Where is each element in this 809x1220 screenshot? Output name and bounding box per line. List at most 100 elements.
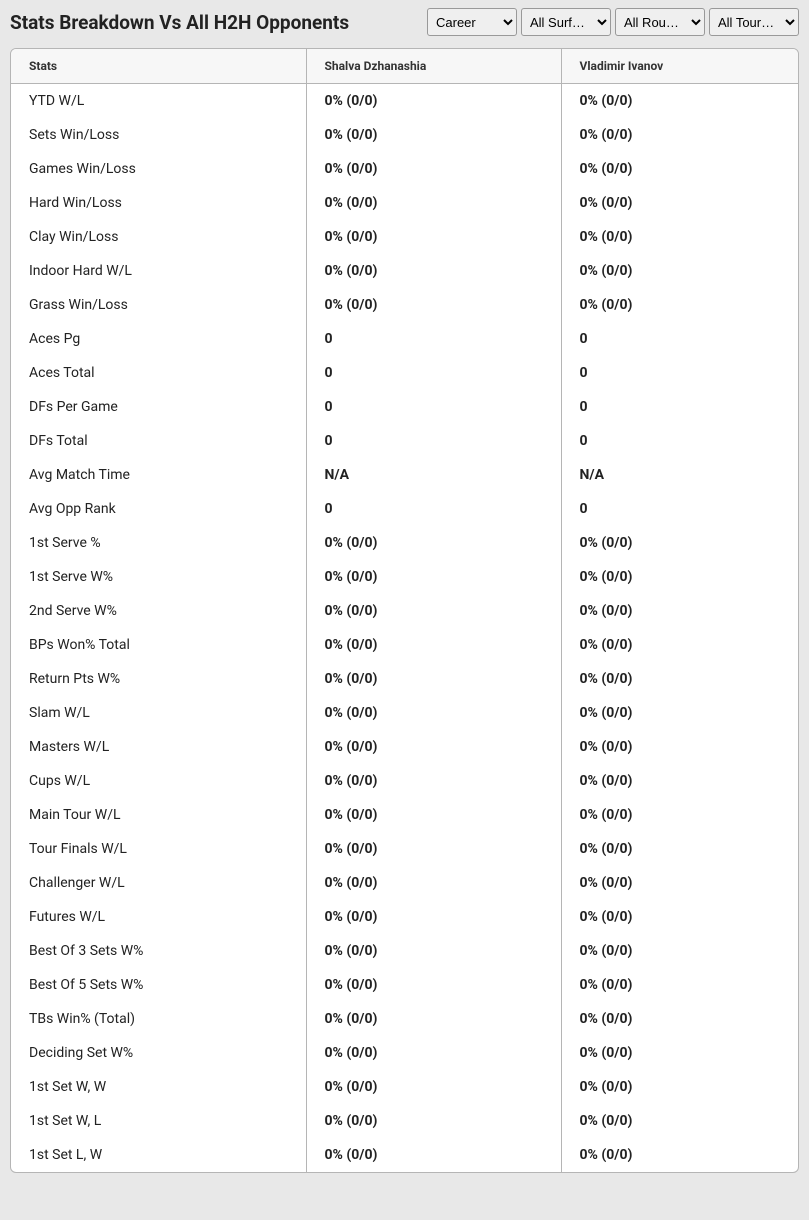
stat-label: Cups W/L xyxy=(11,764,306,798)
player2-value: 0% (0/0) xyxy=(561,798,798,832)
player1-value: 0% (0/0) xyxy=(306,934,561,968)
player2-value: 0% (0/0) xyxy=(561,730,798,764)
table-row: 1st Serve %0% (0/0)0% (0/0) xyxy=(11,526,798,560)
stat-label: Tour Finals W/L xyxy=(11,832,306,866)
stat-label: 1st Set W, W xyxy=(11,1070,306,1104)
stats-table-wrapper: Stats Shalva Dzhanashia Vladimir Ivanov … xyxy=(10,48,799,1173)
player2-value: 0% (0/0) xyxy=(561,832,798,866)
player1-value: 0% (0/0) xyxy=(306,1002,561,1036)
stat-label: Main Tour W/L xyxy=(11,798,306,832)
career-select[interactable]: Career xyxy=(427,8,517,36)
player2-value: 0% (0/0) xyxy=(561,186,798,220)
table-row: 1st Set L, W0% (0/0)0% (0/0) xyxy=(11,1138,798,1172)
stat-label: 1st Set W, L xyxy=(11,1104,306,1138)
col-header-stats: Stats xyxy=(11,49,306,84)
stat-label: 1st Serve W% xyxy=(11,560,306,594)
table-row: Best Of 3 Sets W%0% (0/0)0% (0/0) xyxy=(11,934,798,968)
table-row: Deciding Set W%0% (0/0)0% (0/0) xyxy=(11,1036,798,1070)
tour-select[interactable]: All Tour… xyxy=(709,8,799,36)
player1-value: 0 xyxy=(306,322,561,356)
player2-value: 0 xyxy=(561,492,798,526)
player2-value: 0% (0/0) xyxy=(561,220,798,254)
player1-value: 0% (0/0) xyxy=(306,186,561,220)
player1-value: 0% (0/0) xyxy=(306,254,561,288)
player1-value: 0% (0/0) xyxy=(306,968,561,1002)
stat-label: Masters W/L xyxy=(11,730,306,764)
stat-label: Best Of 3 Sets W% xyxy=(11,934,306,968)
player2-value: 0% (0/0) xyxy=(561,764,798,798)
table-row: Hard Win/Loss0% (0/0)0% (0/0) xyxy=(11,186,798,220)
player2-value: 0% (0/0) xyxy=(561,560,798,594)
player1-value: 0% (0/0) xyxy=(306,628,561,662)
table-row: Grass Win/Loss0% (0/0)0% (0/0) xyxy=(11,288,798,322)
stat-label: Clay Win/Loss xyxy=(11,220,306,254)
player2-value: 0% (0/0) xyxy=(561,1104,798,1138)
player1-value: 0 xyxy=(306,390,561,424)
header-bar: Stats Breakdown Vs All H2H Opponents Car… xyxy=(0,0,809,44)
table-row: DFs Total00 xyxy=(11,424,798,458)
table-row: Slam W/L0% (0/0)0% (0/0) xyxy=(11,696,798,730)
player2-value: 0% (0/0) xyxy=(561,1070,798,1104)
stat-label: Challenger W/L xyxy=(11,866,306,900)
stat-label: Best Of 5 Sets W% xyxy=(11,968,306,1002)
stat-label: Grass Win/Loss xyxy=(11,288,306,322)
stat-label: BPs Won% Total xyxy=(11,628,306,662)
stat-label: Avg Match Time xyxy=(11,458,306,492)
player1-value: 0% (0/0) xyxy=(306,594,561,628)
player1-value: N/A xyxy=(306,458,561,492)
table-row: 2nd Serve W%0% (0/0)0% (0/0) xyxy=(11,594,798,628)
table-row: DFs Per Game00 xyxy=(11,390,798,424)
player2-value: 0% (0/0) xyxy=(561,1002,798,1036)
stat-label: TBs Win% (Total) xyxy=(11,1002,306,1036)
table-row: Return Pts W%0% (0/0)0% (0/0) xyxy=(11,662,798,696)
stat-label: 1st Serve % xyxy=(11,526,306,560)
round-select[interactable]: All Rou… xyxy=(615,8,705,36)
player1-value: 0% (0/0) xyxy=(306,730,561,764)
stat-label: Slam W/L xyxy=(11,696,306,730)
player1-value: 0 xyxy=(306,356,561,390)
col-header-player2: Vladimir Ivanov xyxy=(561,49,798,84)
table-row: 1st Set W, W0% (0/0)0% (0/0) xyxy=(11,1070,798,1104)
player2-value: 0% (0/0) xyxy=(561,866,798,900)
table-row: Challenger W/L0% (0/0)0% (0/0) xyxy=(11,866,798,900)
table-row: 1st Set W, L0% (0/0)0% (0/0) xyxy=(11,1104,798,1138)
player2-value: 0% (0/0) xyxy=(561,118,798,152)
stat-label: YTD W/L xyxy=(11,84,306,119)
table-row: Games Win/Loss0% (0/0)0% (0/0) xyxy=(11,152,798,186)
player2-value: 0% (0/0) xyxy=(561,1138,798,1172)
table-row: TBs Win% (Total)0% (0/0)0% (0/0) xyxy=(11,1002,798,1036)
player1-value: 0% (0/0) xyxy=(306,832,561,866)
player1-value: 0 xyxy=(306,492,561,526)
stat-label: 2nd Serve W% xyxy=(11,594,306,628)
player1-value: 0% (0/0) xyxy=(306,152,561,186)
player1-value: 0% (0/0) xyxy=(306,1070,561,1104)
player2-value: 0% (0/0) xyxy=(561,526,798,560)
player2-value: 0 xyxy=(561,424,798,458)
table-row: Aces Total00 xyxy=(11,356,798,390)
player1-value: 0% (0/0) xyxy=(306,1138,561,1172)
stat-label: Aces Pg xyxy=(11,322,306,356)
table-body: YTD W/L0% (0/0)0% (0/0)Sets Win/Loss0% (… xyxy=(11,84,798,1173)
surface-select[interactable]: All Surf… xyxy=(521,8,611,36)
page-title: Stats Breakdown Vs All H2H Opponents xyxy=(10,11,349,34)
stat-label: Games Win/Loss xyxy=(11,152,306,186)
table-row: Cups W/L0% (0/0)0% (0/0) xyxy=(11,764,798,798)
player1-value: 0% (0/0) xyxy=(306,1104,561,1138)
table-row: Sets Win/Loss0% (0/0)0% (0/0) xyxy=(11,118,798,152)
player2-value: 0% (0/0) xyxy=(561,1036,798,1070)
stat-label: Hard Win/Loss xyxy=(11,186,306,220)
stat-label: Avg Opp Rank xyxy=(11,492,306,526)
table-row: BPs Won% Total0% (0/0)0% (0/0) xyxy=(11,628,798,662)
player1-value: 0% (0/0) xyxy=(306,288,561,322)
stat-label: Return Pts W% xyxy=(11,662,306,696)
table-row: 1st Serve W%0% (0/0)0% (0/0) xyxy=(11,560,798,594)
player2-value: 0% (0/0) xyxy=(561,900,798,934)
player1-value: 0% (0/0) xyxy=(306,764,561,798)
stat-label: Futures W/L xyxy=(11,900,306,934)
table-row: Best Of 5 Sets W%0% (0/0)0% (0/0) xyxy=(11,968,798,1002)
table-row: Aces Pg00 xyxy=(11,322,798,356)
player2-value: 0 xyxy=(561,322,798,356)
table-row: Main Tour W/L0% (0/0)0% (0/0) xyxy=(11,798,798,832)
player2-value: 0% (0/0) xyxy=(561,594,798,628)
player2-value: 0% (0/0) xyxy=(561,84,798,119)
